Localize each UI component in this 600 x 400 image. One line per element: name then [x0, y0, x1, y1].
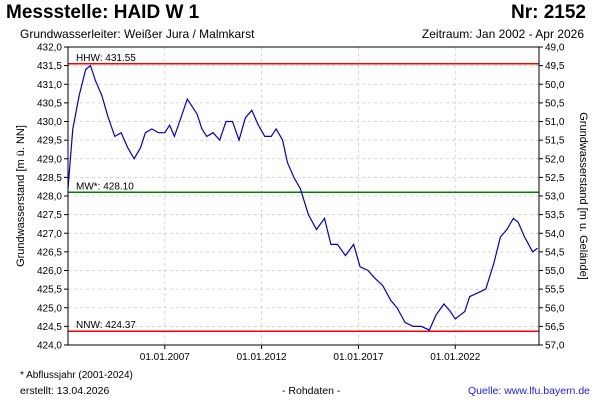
y-right-tick-label: 52,5	[545, 173, 565, 184]
y-right-tick-label: 50,0	[545, 80, 565, 91]
y-axis-title-left: Grundwasserstand [m ü. NN]	[15, 125, 27, 267]
y-tick-label: 428,0	[37, 192, 62, 203]
period-label: Zeitraum: Jan 2002 - Apr 2026	[421, 27, 584, 41]
footnote: * Abflussjahr (2001-2024)	[20, 370, 133, 381]
y-right-tick-label: 56,5	[545, 322, 565, 333]
y-right-tick-label: 50,5	[545, 98, 565, 109]
y-tick-label: 427,0	[37, 229, 62, 240]
station-number: Nr: 2152	[511, 2, 586, 23]
y-tick-label: 428,5	[37, 173, 62, 184]
y-tick-label: 430,5	[37, 98, 62, 109]
y-tick-label: 425,0	[37, 303, 62, 314]
reference-line-label: MW*: 428.10	[76, 181, 134, 192]
y-right-tick-label: 54,0	[545, 229, 565, 240]
y-tick-label: 431,0	[37, 80, 62, 91]
y-right-tick-label: 53,0	[545, 192, 565, 203]
aquifer-label: Grundwasserleiter: Weißer Jura / Malmkar…	[20, 27, 255, 41]
y-tick-label: 429,0	[37, 154, 62, 165]
x-tick-label: 01.01.2012	[237, 352, 287, 363]
y-tick-label: 424,5	[37, 322, 62, 333]
y-tick-label: 431,5	[37, 61, 62, 72]
y-right-tick-label: 55,5	[545, 285, 565, 296]
x-tick-label: 01.01.2007	[140, 352, 190, 363]
y-right-tick-label: 54,5	[545, 247, 565, 258]
series-line	[67, 64, 538, 331]
y-tick-label: 430,0	[37, 117, 62, 128]
x-tick-label: 01.01.2022	[430, 352, 480, 363]
page-title: Messstelle: HAID W 1	[6, 2, 200, 23]
y-tick-label: 427,5	[37, 210, 62, 221]
y-right-tick-label: 49,5	[545, 61, 565, 72]
y-tick-label: 424,0	[37, 341, 62, 352]
x-tick-label: 01.01.2017	[333, 352, 383, 363]
y-right-tick-label: 51,0	[545, 117, 565, 128]
rawdata-label: - Rohdaten -	[282, 385, 341, 397]
y-tick-label: 426,5	[37, 247, 62, 258]
reference-line-label: HHW: 431.55	[76, 53, 136, 64]
y-right-tick-label: 53,5	[545, 210, 565, 221]
y-tick-label: 426,0	[37, 266, 62, 277]
source-link[interactable]: Quelle: www.lfu.bayern.de	[468, 385, 590, 397]
y-right-tick-label: 49,0	[545, 43, 565, 54]
tick-labels: 424,0 57,0 424,5 56,5 425,0 56,0 425,5 55,5 426,…	[37, 43, 565, 364]
y-right-tick-label: 55,0	[545, 266, 565, 277]
reference-line-label: NNW: 424.37	[76, 320, 136, 331]
created-date: erstellt: 13.04.2026	[20, 385, 110, 397]
y-right-tick-label: 52,0	[545, 154, 565, 165]
y-right-tick-label: 56,0	[545, 303, 565, 314]
y-right-tick-label: 51,5	[545, 136, 565, 147]
y-axis-title-right: Grundwasserstand [m u. Gelände]	[577, 112, 589, 280]
y-right-tick-label: 57,0	[545, 341, 565, 352]
y-tick-label: 429,5	[37, 136, 62, 147]
y-tick-label: 425,5	[37, 285, 62, 296]
reference-lines: HHW: 431.55 MW*: 428.10 NNW: 424.37	[68, 53, 539, 332]
y-tick-label: 432,0	[37, 43, 62, 54]
